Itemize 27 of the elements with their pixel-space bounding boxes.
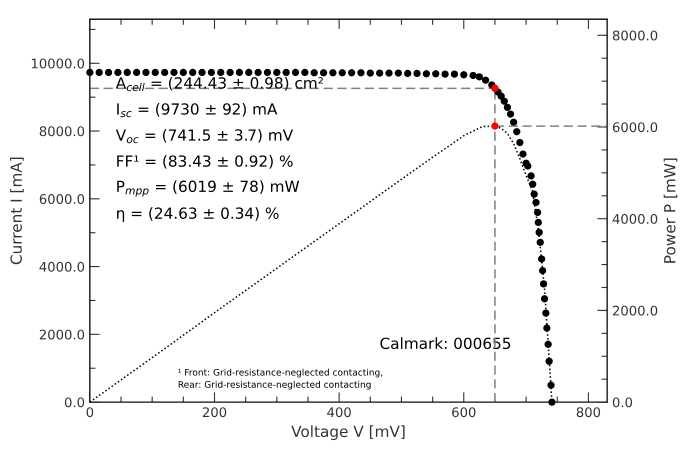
annotation: Calmark: 000655 bbox=[380, 337, 510, 350]
y-tick-label: 8000.0 bbox=[40, 126, 84, 136]
y2-tick-label: 6000.0 bbox=[612, 122, 658, 132]
y-tick-label: 10000.0 bbox=[32, 58, 84, 68]
y-tick-label: 6000.0 bbox=[40, 194, 84, 204]
annotation: η = (24.63 ± 0.34) % bbox=[117, 207, 279, 222]
annotation: V$_{oc}$ = (741.5 ± 3.7) mV bbox=[116, 129, 294, 144]
y-tick-label: 4000.0 bbox=[39, 262, 84, 272]
annotation: I$_{sc}$ = (9730 ± 92) mA bbox=[117, 102, 278, 118]
y2-axis-title: Power P [mW] bbox=[664, 158, 678, 263]
y2-tick-label: 2000.0 bbox=[612, 306, 658, 316]
y-axis-title: Current I [mA] bbox=[10, 158, 24, 264]
y-tick-label: 2000.0 bbox=[40, 330, 84, 340]
y2-tick-label: 0.0 bbox=[612, 397, 632, 408]
x-tick-label: 0 bbox=[86, 407, 94, 418]
x-axis-title: Voltage V [mV] bbox=[291, 425, 405, 440]
y2-tick-label: 4000.0 bbox=[612, 214, 658, 224]
annotation: ¹ Front: Grid-resistance-neglected contacting, Rear: Grid-resistance-neglected contacting bbox=[178, 368, 382, 390]
x-tick-label: 800 bbox=[576, 407, 600, 418]
x-tick-label: 400 bbox=[327, 407, 351, 418]
annotation: FF¹ = (83.43 ± 0.92) % bbox=[117, 155, 293, 169]
annotation: P$_{mpp}$ = (6019 ± 78) mW bbox=[117, 180, 300, 197]
annotation: A$_{cell}$ = (244.43 ± 0.98) cm² bbox=[116, 76, 323, 92]
x-tick-label: 200 bbox=[202, 407, 226, 418]
y2-tick-label: 8000.0 bbox=[612, 30, 658, 40]
y-tick-label: 0.0 bbox=[64, 397, 84, 408]
x-tick-label: 600 bbox=[452, 407, 476, 418]
